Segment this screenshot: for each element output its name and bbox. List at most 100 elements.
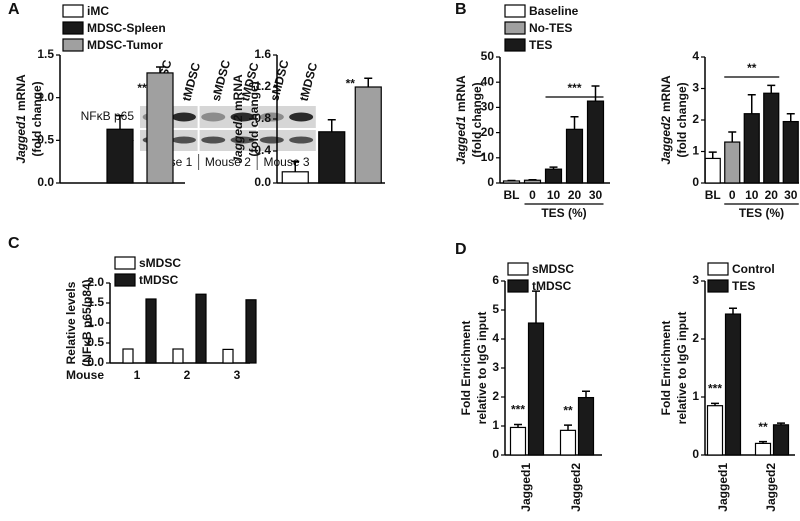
y-tick-label: 1.6 bbox=[254, 47, 271, 61]
bar bbox=[763, 92, 780, 184]
y-tick-label: 50 bbox=[481, 49, 495, 63]
bar bbox=[245, 299, 257, 364]
y-tick-label: 0.5 bbox=[37, 133, 54, 147]
y-tick-label: 2 bbox=[692, 331, 699, 345]
y-tick-label: 3 bbox=[692, 273, 699, 287]
y-axis-label-gene: Jagged2 bbox=[231, 115, 245, 164]
error-bar bbox=[786, 112, 795, 122]
bar bbox=[706, 405, 724, 456]
bar bbox=[145, 298, 157, 364]
legend-swatch bbox=[707, 279, 729, 293]
legend-swatch bbox=[507, 262, 529, 276]
blot-band bbox=[259, 136, 284, 144]
y-axis-label: (fold change) bbox=[247, 81, 261, 156]
x-tick-label: Jagged1 bbox=[716, 463, 730, 512]
y-axis-label-text: (fold change) bbox=[30, 81, 44, 156]
legend-label: MDSC-Spleen bbox=[87, 21, 166, 35]
x-tick-label: 0 bbox=[529, 188, 536, 202]
legend-swatch bbox=[707, 262, 729, 276]
bar bbox=[195, 293, 207, 364]
y-tick-label: 0.0 bbox=[254, 175, 271, 189]
row-label: NFκB p65 bbox=[81, 109, 135, 123]
error-bar bbox=[728, 131, 737, 143]
legend-label: TES bbox=[529, 38, 552, 52]
panel-label: A bbox=[8, 1, 20, 18]
legend-label: MDSC-Tumor bbox=[87, 38, 163, 52]
y-tick-label: 1 bbox=[692, 144, 699, 158]
y-axis-label-text: mRNA bbox=[454, 75, 468, 112]
error-bar bbox=[564, 424, 572, 431]
y-axis-label-text: mRNA bbox=[14, 74, 28, 111]
legend-label: Control bbox=[732, 262, 775, 276]
y-axis-label: (fold change) bbox=[470, 82, 484, 157]
y-axis-label: relative to IgG input bbox=[475, 312, 489, 425]
y-tick-label: 30 bbox=[481, 100, 495, 114]
y-tick-label: 0 bbox=[692, 175, 699, 189]
y-tick-label: 6 bbox=[492, 273, 499, 287]
error-bar bbox=[708, 151, 717, 159]
blot-band bbox=[171, 136, 196, 144]
x-tick-label: 0 bbox=[729, 188, 736, 202]
bar bbox=[527, 322, 545, 456]
significance-mark: ** bbox=[137, 81, 147, 95]
legend-swatch bbox=[504, 4, 526, 18]
legend-label: No-TES bbox=[529, 21, 572, 35]
y-axis-label: Fold Enrichment bbox=[459, 321, 473, 416]
blot-background bbox=[140, 106, 316, 128]
y-tick-label: 1.2 bbox=[254, 79, 271, 93]
bar bbox=[509, 426, 527, 456]
bar bbox=[318, 131, 346, 184]
significance-mark: *** bbox=[708, 382, 722, 396]
error-bar bbox=[759, 440, 767, 444]
legend-swatch bbox=[507, 279, 529, 293]
y-tick-label: 2 bbox=[492, 389, 499, 403]
error-bar bbox=[777, 422, 785, 425]
error-bar bbox=[747, 94, 756, 114]
x-tick-label: 30 bbox=[784, 188, 798, 202]
x-tick-label: 3 bbox=[234, 368, 241, 382]
error-bar bbox=[767, 84, 776, 94]
y-axis-label-gene: Jagged1 bbox=[454, 116, 468, 165]
error-bar bbox=[582, 390, 590, 398]
x-tick-label: 10 bbox=[745, 188, 759, 202]
legend-swatch bbox=[114, 273, 136, 287]
legend-label: tMDSC bbox=[532, 279, 572, 293]
y-tick-label: 5 bbox=[492, 302, 499, 316]
error-bar bbox=[729, 307, 737, 315]
bar bbox=[724, 313, 742, 456]
y-tick-label: 2 bbox=[692, 112, 699, 126]
bar bbox=[586, 100, 605, 184]
bar bbox=[772, 424, 790, 456]
error-bar bbox=[116, 114, 124, 130]
error-bar bbox=[711, 402, 719, 406]
blot-band bbox=[230, 136, 255, 144]
error-bar bbox=[549, 166, 558, 170]
bar bbox=[502, 180, 521, 184]
y-axis-label: Jagged1 mRNA bbox=[14, 74, 28, 164]
x-tick-label: Jagged2 bbox=[569, 463, 583, 512]
y-tick-label: 0.4 bbox=[254, 143, 271, 157]
error-bar bbox=[591, 85, 600, 102]
y-axis-label-text: relative to IgG input bbox=[675, 312, 689, 425]
legend-label: tMDSC bbox=[139, 273, 179, 287]
bar bbox=[172, 348, 184, 364]
y-axis-label-text: (fold change) bbox=[470, 82, 484, 157]
y-axis-label: (fold change) bbox=[675, 82, 689, 157]
bar bbox=[222, 348, 234, 364]
bar bbox=[577, 396, 595, 456]
y-tick-label: 0 bbox=[492, 447, 499, 461]
legend-swatch bbox=[62, 38, 84, 52]
bar bbox=[354, 86, 382, 184]
y-axis-label-text: Relative levels bbox=[64, 281, 78, 364]
error-bar bbox=[507, 179, 516, 182]
lane-label: tMDSC bbox=[179, 61, 203, 103]
y-axis-label: relative to IgG input bbox=[675, 312, 689, 425]
panel-label: C bbox=[8, 235, 20, 252]
bar bbox=[559, 429, 577, 456]
x-tick-label: 1 bbox=[134, 368, 141, 382]
legend-swatch bbox=[504, 21, 526, 35]
x-axis-label: TES (%) bbox=[541, 206, 586, 220]
blot-band bbox=[201, 112, 226, 122]
error-bar bbox=[156, 66, 164, 73]
